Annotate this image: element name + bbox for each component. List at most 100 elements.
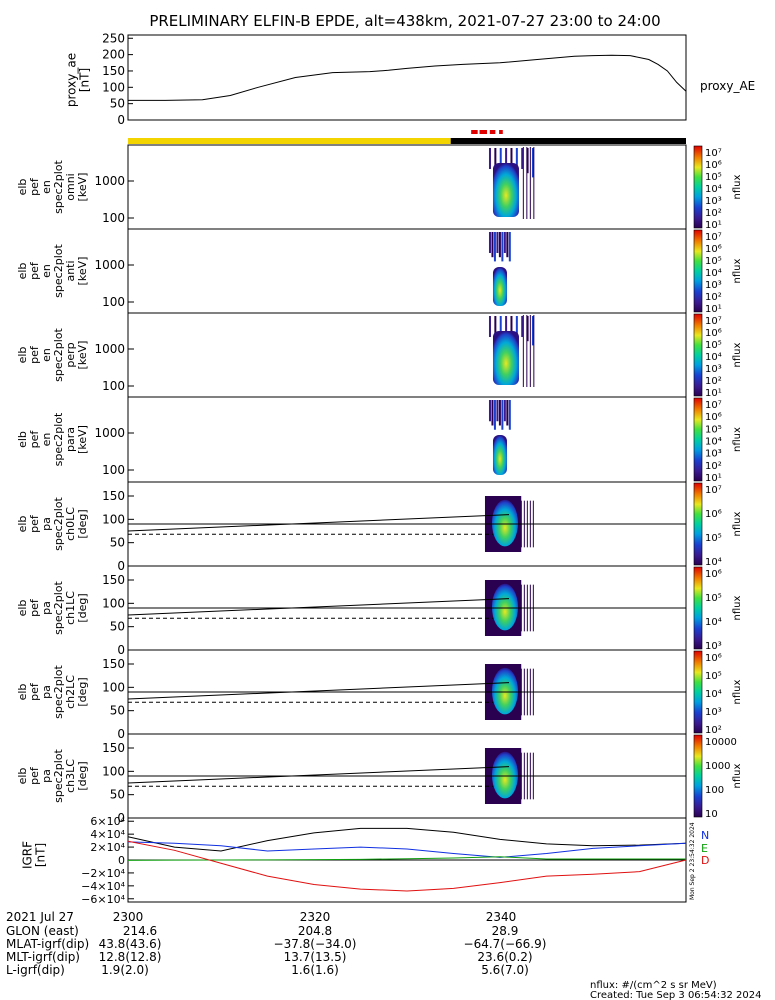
row-label-l: L-igrf(dip): [6, 963, 65, 977]
spectrogram-frame: [127, 312, 687, 398]
y-axis-label: pef: [28, 430, 41, 449]
colorbar-tick-label: 10⁵: [705, 533, 722, 544]
y-axis-label: [keV]: [76, 341, 89, 370]
colorbar-tick-label: 10³: [705, 707, 722, 718]
colorbar: [693, 145, 703, 229]
colorbar-tick-label: 10³: [705, 449, 722, 460]
colorbar-label: nflux: [732, 342, 743, 367]
y-axis-label: omni: [64, 173, 77, 200]
colorbar-tick-label: 10⁵: [705, 172, 722, 183]
y-axis-label: elb: [16, 684, 29, 701]
spectrogram-pixel: [510, 316, 513, 342]
colorbar-tick-label: 10⁷: [705, 316, 722, 327]
y-axis-label: [keV]: [76, 173, 89, 202]
y-axis-label: elb: [16, 600, 29, 617]
colorbar-tick-label: 10²: [705, 376, 722, 387]
spectrogram-frame: [127, 144, 687, 230]
y-tick-label: 0: [117, 559, 125, 573]
y-axis-label: [keV]: [76, 257, 89, 286]
y-axis-label: spec2plot: [52, 749, 65, 803]
colorbar-tick-label: 10⁵: [705, 671, 722, 682]
proxy-ae-line: [128, 54, 687, 101]
y-tick-label: 100: [102, 764, 125, 778]
y-axis-label: ch3LC: [64, 759, 77, 793]
proxy-ae-frame: [127, 34, 687, 121]
colorbar-tick-label: 10⁴: [705, 557, 722, 568]
spectrogram-pixel: [488, 232, 491, 253]
spectrogram-pixel: [505, 316, 508, 337]
colorbar-tick-label: 100: [705, 785, 724, 796]
colorbar-label: nflux: [732, 174, 743, 199]
colorbar: [693, 397, 703, 482]
spectrogram-pixel: [491, 400, 494, 426]
spectrogram-pixel: [491, 232, 494, 258]
y-tick-label: 0: [117, 811, 125, 825]
colorbar-tick-label: 10⁶: [705, 160, 722, 171]
y-axis-label: spec2plot: [52, 412, 65, 466]
colorbar-tick-label: 10: [705, 809, 718, 820]
legend-n: N: [701, 829, 709, 842]
loss-cone-line: [127, 514, 510, 532]
y-tick-label: 100: [102, 680, 125, 694]
y-tick-label: 100: [102, 379, 125, 393]
loss-cone-line: [127, 598, 510, 616]
y-tick-label: 2×10⁴: [90, 841, 125, 854]
y-axis-label: pa: [40, 517, 53, 531]
colorbar-tick-label: 10²: [705, 725, 722, 736]
y-axis-label: pef: [28, 682, 41, 701]
y-axis-label: pef: [28, 261, 41, 280]
y-axis-label: ch1LC: [64, 591, 77, 625]
spectrogram-pixel: [515, 316, 518, 346]
row-value: 1.9(2.0): [101, 963, 149, 977]
row-value: −64.7(−66.9): [464, 937, 547, 951]
pa-spectrogram-flux-region: [491, 499, 518, 547]
row-value: 13.7(13.5): [284, 950, 347, 964]
colorbar-tick-label: 10⁷: [705, 232, 722, 243]
y-axis-label: pef: [28, 766, 41, 785]
y-axis-label: spec2plot: [52, 328, 65, 382]
colorbar-tick-label: 10⁷: [705, 485, 722, 496]
y-tick-label: 50: [110, 536, 125, 550]
y-axis-label: spec2plot: [52, 665, 65, 719]
igrf-stamp: Mon Sep 2 23:54:32 2024: [689, 822, 696, 900]
colorbar-tick-label: 10000: [705, 737, 737, 748]
y-axis-label: para: [64, 427, 77, 452]
spectrogram-pixel: [488, 400, 491, 422]
y-axis-label: pef: [28, 177, 41, 196]
spectrogram-pixel: [488, 148, 491, 169]
colorbar-label: nflux: [732, 679, 743, 704]
spectrogram-pixel: [493, 232, 496, 262]
y-axis-label: proxy_ae: [65, 53, 79, 107]
y-axis-label: anti: [64, 260, 77, 281]
spectrogram-pixel: [499, 316, 502, 346]
spectrogram-pixel: [488, 316, 491, 337]
y-tick-label: 1000: [94, 342, 125, 356]
colorbar-tick-label: 10⁶: [705, 509, 722, 520]
colorbar-tick-label: 10⁴: [705, 268, 722, 279]
spectrogram-pixel: [506, 232, 509, 258]
y-axis-label: elb: [16, 768, 29, 785]
spectrogram-pixel: [510, 148, 513, 174]
row-value: 204.8: [298, 924, 332, 938]
y-axis-label: pa: [40, 769, 53, 783]
colorbar-tick-label: 10⁵: [705, 424, 722, 435]
y-tick-label: 50: [110, 788, 125, 802]
spectrogram-pixel: [521, 316, 524, 337]
y-tick-label: 6×10⁴: [90, 815, 125, 828]
y-axis-label: ch2LC: [64, 675, 77, 709]
y-axis-label: [nT]: [34, 843, 48, 867]
y-tick-label: 150: [102, 489, 125, 503]
row-value: 1.6(1.6): [291, 963, 339, 977]
spectrogram-pixel: [531, 148, 534, 178]
colorbar-tick-label: 10²: [705, 292, 722, 303]
colorbar-tick-label: 10³: [705, 196, 722, 207]
colorbar-tick-label: 10⁴: [705, 184, 722, 195]
colorbar-tick-label: 10⁶: [705, 328, 722, 339]
spectrogram-pixel: [508, 232, 511, 262]
y-tick-label: 200: [102, 48, 125, 62]
igrf-line-by: [127, 856, 686, 861]
red-mark: [471, 130, 478, 134]
spectrogram-pixel: [531, 316, 534, 346]
y-tick-label: 150: [102, 741, 125, 755]
colorbar-tick-label: 10⁶: [705, 244, 722, 255]
